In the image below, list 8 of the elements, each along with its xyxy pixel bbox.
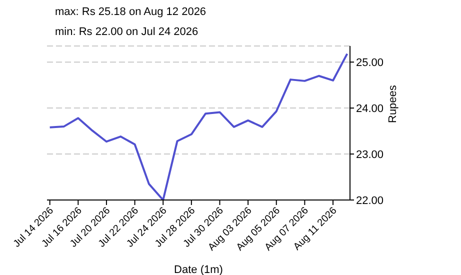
x-axis-title: Date (1m): [174, 264, 223, 275]
y-tick-label: 23.00: [356, 148, 384, 161]
y-tick-label: 25.00: [356, 56, 384, 69]
chart-title: max: Rs 25.18 on Aug 12 2026: [55, 6, 206, 18]
y-axis-title: Rupees: [386, 84, 399, 123]
y-tick-label: 24.00: [356, 102, 384, 115]
chart-subtitle: min: Rs 22.00 on Jul 24 2026: [55, 26, 198, 38]
y-tick-label: 22.00: [356, 194, 384, 207]
